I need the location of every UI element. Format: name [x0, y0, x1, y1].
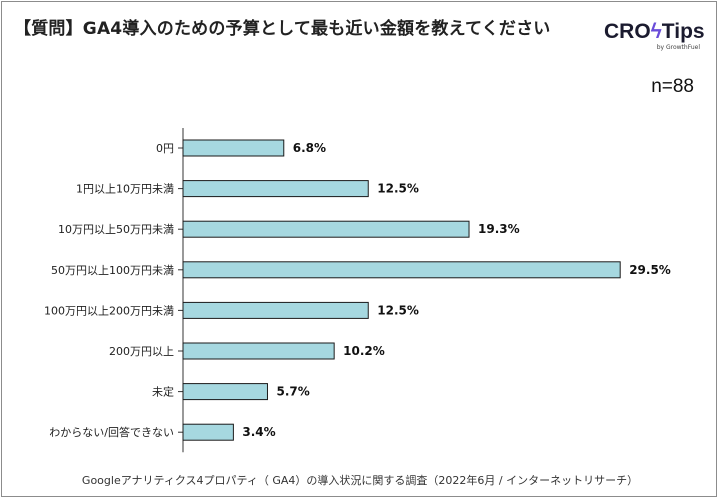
bar	[182, 139, 285, 157]
category-label: 1円以上10万円未満	[76, 183, 174, 196]
bar	[182, 220, 470, 238]
bolt-icon: ϟ	[650, 20, 662, 43]
value-label: 5.7%	[276, 385, 309, 399]
chart-title: 【質問】GA4導入のための予算として最も近い金額を教えてください	[14, 19, 551, 39]
source-footnote: Googleアナリティクス4プロパティ（ GA4）の導入状況に関する調査（202…	[81, 474, 639, 487]
bar	[182, 301, 369, 319]
category-label: 50万円以上100万円未満	[51, 264, 174, 277]
value-label: 19.3%	[478, 222, 520, 236]
value-label: 12.5%	[377, 303, 419, 317]
category-label: 10万円以上50万円未満	[58, 223, 174, 236]
bar	[182, 383, 268, 401]
value-label: 6.8%	[293, 141, 326, 155]
category-label: わからない/回答できない	[49, 425, 174, 439]
value-label: 12.5%	[377, 182, 419, 196]
crotips-logo: CROϟTips by GrowthFuel	[604, 20, 705, 52]
value-label: 10.2%	[343, 344, 385, 358]
category-label: 0円	[156, 142, 174, 155]
sample-size-label: n=88	[651, 76, 694, 97]
category-label: 200万円以上	[109, 345, 174, 358]
logo-subtitle: by GrowthFuel	[656, 44, 700, 51]
bar	[182, 342, 335, 360]
bar	[182, 180, 369, 198]
bar	[182, 261, 621, 279]
value-label: 3.4%	[242, 425, 275, 439]
logo-text-cro: CRO	[604, 20, 651, 43]
category-label: 未定	[152, 385, 174, 399]
category-label: 100万円以上200万円未満	[44, 304, 174, 317]
bar	[182, 423, 234, 441]
value-label: 29.5%	[629, 263, 671, 277]
logo-text-tips: Tips	[661, 20, 705, 43]
